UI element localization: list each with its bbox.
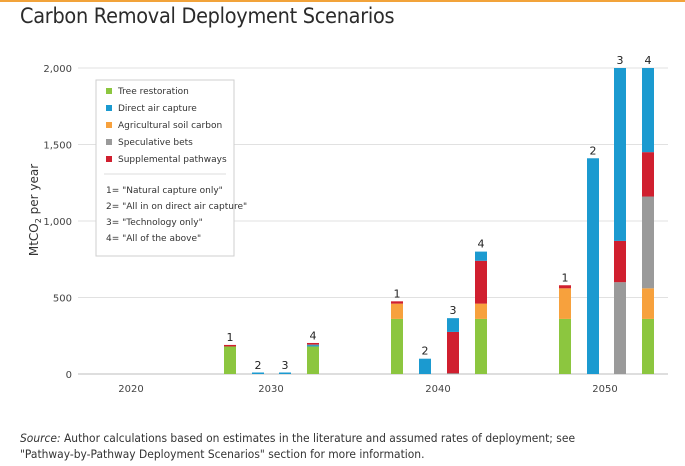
top-accent-rule xyxy=(0,0,685,2)
bar-group xyxy=(475,251,487,374)
bar-segment-supplemental-pathways xyxy=(391,301,403,304)
bar-group xyxy=(614,68,626,374)
bar-segment-speculative-bets xyxy=(447,372,459,374)
scenario-note: 1= "Natural capture only" xyxy=(106,186,223,196)
x-axis-year-labels: 2020 2030 2040 2050 xyxy=(118,384,617,395)
source-prefix: Source: xyxy=(20,431,61,445)
bar-scenario-label: 4 xyxy=(310,330,317,343)
y-tick-label: 1,500 xyxy=(43,141,72,152)
bar-scenario-label: 1 xyxy=(562,271,569,284)
bar-segment-speculative-bets xyxy=(307,343,319,346)
legend-swatch xyxy=(106,139,112,145)
bar-segment-tree-restoration xyxy=(642,318,654,374)
bar-segment-tree-restoration xyxy=(307,346,319,374)
bar-segment-direct-air-capture xyxy=(252,372,264,374)
scenario-note: 3= "Technology only" xyxy=(106,218,203,228)
bar-segment-supplemental-pathways xyxy=(614,240,626,283)
bar-segment-agricultural-soil-carbon xyxy=(391,303,403,319)
legend-label: Agricultural soil carbon xyxy=(118,121,222,131)
y-tick-label: 0 xyxy=(66,370,72,381)
legend-label: Direct air capture xyxy=(118,104,197,114)
bar-segment-supplemental-pathways xyxy=(224,344,236,347)
bar-group xyxy=(224,344,236,374)
chart-title: Carbon Removal Deployment Scenarios xyxy=(20,4,395,28)
bars xyxy=(224,68,654,374)
x-tick-label: 2030 xyxy=(258,384,283,395)
bar-scenario-labels: 1 2 3 4 1 2 3 4 1 2 3 4 xyxy=(227,54,652,372)
bar-segment-supplemental-pathways xyxy=(475,260,487,304)
bar-segment-tree-restoration xyxy=(391,318,403,374)
bar-segment-speculative-bets xyxy=(614,282,626,374)
bar-scenario-label: 2 xyxy=(590,144,597,157)
bar-segment-direct-air-capture xyxy=(419,358,431,374)
y-tick-label: 1,000 xyxy=(43,217,72,228)
bar-segment-tree-restoration xyxy=(224,346,236,374)
legend-swatch xyxy=(106,122,112,128)
bar-segment-direct-air-capture xyxy=(307,344,319,347)
bar-segment-agricultural-soil-carbon xyxy=(559,288,571,319)
bar-segment-agricultural-soil-carbon xyxy=(642,288,654,319)
y-axis-ticks: 0 500 1,000 1,500 2,000 xyxy=(43,64,72,381)
bar-scenario-label: 2 xyxy=(255,359,262,372)
bar-segment-tree-restoration xyxy=(475,318,487,374)
source-text: Author calculations based on estimates i… xyxy=(20,431,576,461)
bar-segment-supplemental-pathways xyxy=(447,331,459,374)
source-note: Source: Author calculations based on est… xyxy=(20,430,625,462)
bar-segment-agricultural-soil-carbon xyxy=(475,303,487,319)
bar-scenario-label: 3 xyxy=(450,304,457,317)
y-axis-label-sub: 2 xyxy=(34,218,43,223)
x-tick-label: 2050 xyxy=(592,384,617,395)
x-tick-label: 2020 xyxy=(118,384,143,395)
bar-segment-direct-air-capture xyxy=(642,68,654,153)
bar-segment-direct-air-capture xyxy=(475,251,487,261)
bar-segment-supplemental-pathways xyxy=(642,152,654,197)
y-axis-label-rest: per year xyxy=(27,164,41,218)
legend-label: Speculative bets xyxy=(118,138,193,148)
legend-label: Supplemental pathways xyxy=(118,155,227,165)
y-tick-label: 500 xyxy=(53,294,72,305)
bar-group xyxy=(252,372,264,374)
bar-segment-supplemental-pathways xyxy=(307,342,319,345)
bar-group xyxy=(279,372,291,374)
legend-swatch xyxy=(106,156,112,162)
legend-swatch xyxy=(106,105,112,111)
bar-scenario-label: 3 xyxy=(617,54,624,67)
y-axis-label: MtCO2 per year xyxy=(27,164,43,256)
bar-group xyxy=(307,342,319,374)
legend-box xyxy=(95,79,235,257)
bar-scenario-label: 1 xyxy=(394,287,401,300)
y-axis-label-main: MtCO xyxy=(27,223,41,256)
bar-scenario-label: 2 xyxy=(422,345,429,358)
bar-group xyxy=(391,301,403,374)
bar-scenario-label: 4 xyxy=(478,238,485,251)
bar-group xyxy=(447,318,459,374)
bar-segment-tree-restoration xyxy=(559,318,571,374)
bar-group xyxy=(642,68,654,374)
scenario-note: 2= "All in on direct air capture" xyxy=(106,202,247,212)
bar-scenario-label: 4 xyxy=(645,54,652,67)
legend-label: Tree restoration xyxy=(117,87,189,97)
scenario-note: 4= "All of the above" xyxy=(106,234,201,244)
x-tick-label: 2040 xyxy=(425,384,450,395)
bar-segment-direct-air-capture xyxy=(279,372,291,374)
y-tick-label: 2,000 xyxy=(43,64,72,75)
bar-group xyxy=(419,358,431,374)
legend: Tree restoration Direct air capture Agricu… xyxy=(95,79,247,257)
bar-group xyxy=(559,285,571,374)
bar-scenario-label: 1 xyxy=(227,331,234,344)
legend-swatch xyxy=(106,88,112,94)
bar-scenario-label: 3 xyxy=(282,359,289,372)
bar-segment-speculative-bets xyxy=(642,196,654,289)
bar-segment-direct-air-capture xyxy=(447,318,459,332)
bar-segment-supplemental-pathways xyxy=(559,285,571,289)
bar-segment-direct-air-capture xyxy=(614,68,626,241)
bar-group xyxy=(587,158,599,374)
bar-segment-direct-air-capture xyxy=(587,158,599,374)
